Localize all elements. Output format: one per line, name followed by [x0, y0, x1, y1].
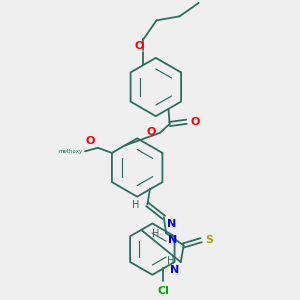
Text: methoxy: methoxy: [58, 149, 82, 154]
Text: H: H: [167, 256, 174, 266]
Text: S: S: [205, 235, 213, 245]
Text: Cl: Cl: [158, 286, 169, 296]
Text: H: H: [152, 230, 160, 239]
Text: N: N: [169, 235, 178, 245]
Text: N: N: [167, 218, 176, 229]
Text: H: H: [132, 200, 139, 209]
Text: O: O: [134, 41, 144, 51]
Text: N: N: [170, 265, 180, 275]
Text: O: O: [190, 117, 200, 127]
Text: O: O: [85, 136, 94, 146]
Text: O: O: [146, 127, 156, 137]
